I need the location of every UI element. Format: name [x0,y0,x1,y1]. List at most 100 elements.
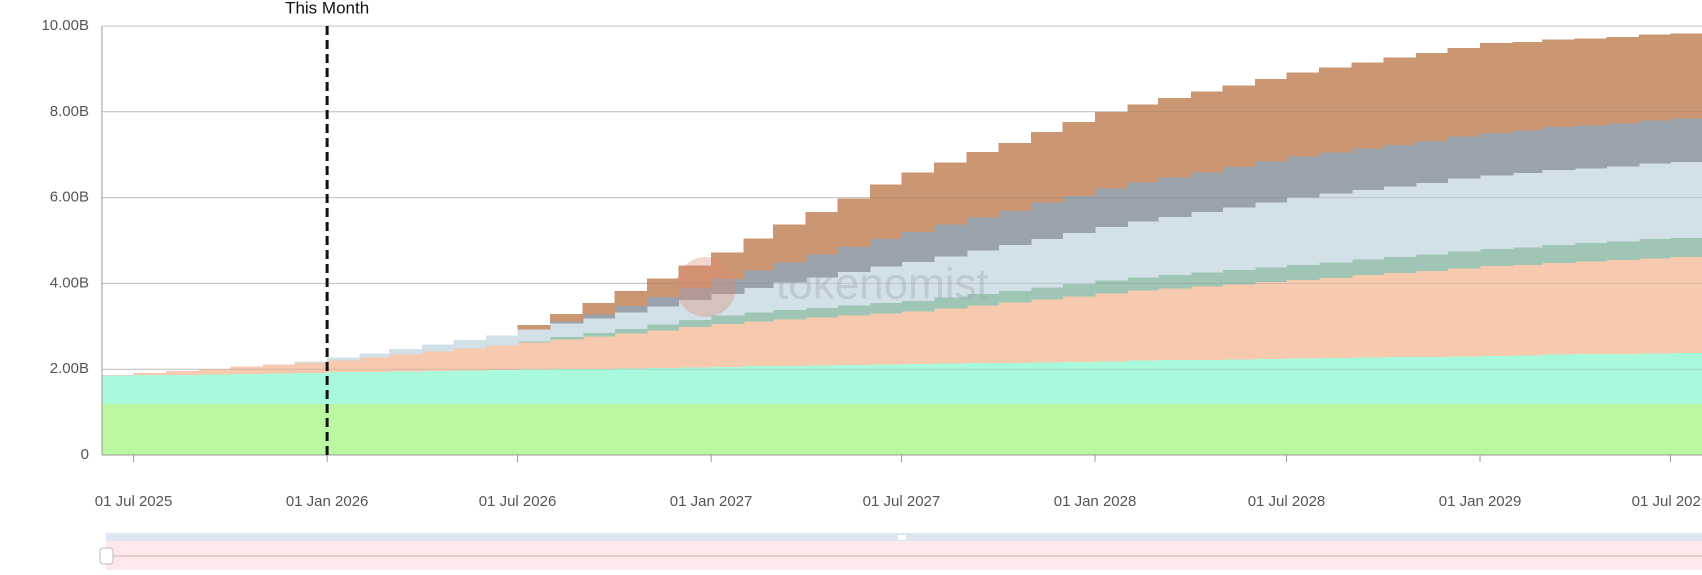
area-step [998,245,1032,292]
area-step [1127,403,1159,455]
area-step [582,318,615,334]
area-step [517,403,551,455]
area-step [327,403,361,455]
area-step [1574,125,1607,169]
area-step [359,357,390,372]
area-step [517,342,551,370]
area-step [1319,403,1353,455]
area-step [102,403,135,455]
area-step [646,278,680,298]
area-step [1254,202,1288,268]
area-step [1319,358,1353,404]
area-step [966,250,999,295]
area-step [327,357,361,361]
area-step [1030,131,1064,203]
area-step [901,300,935,312]
area-step [550,369,584,404]
area-step [1574,354,1607,404]
area-step [1574,403,1607,455]
area-step [678,288,712,301]
area-step [966,217,999,251]
area-step [1383,186,1417,258]
area-step [934,297,968,309]
area-step [901,231,935,262]
area-step [711,403,745,455]
area-step [1383,403,1417,455]
y-tick-label: 4.00B [50,274,89,291]
area-step [262,403,296,455]
area-step [1447,356,1481,404]
area-step [1383,257,1417,274]
area-step [453,340,487,349]
x-tick-label: 01 Jan 2027 [670,493,753,510]
area-step [1480,403,1514,455]
plot-area [102,25,1702,456]
area-step [1638,258,1672,354]
area-step [901,403,935,455]
area-step [1158,288,1192,361]
area-step [517,329,551,342]
area-step [1158,177,1192,217]
area-step [998,143,1032,211]
area-step [1415,140,1449,184]
area-step [966,403,999,455]
area-step [1512,403,1543,455]
area-step [1670,33,1702,119]
area-step [678,319,712,328]
area-step [1480,43,1514,133]
area-step [743,270,774,289]
area-step [1127,277,1159,291]
area-step [646,330,680,368]
area-step [1670,257,1702,353]
area-step [359,371,390,404]
slider-grip[interactable] [898,535,906,540]
area-step [1512,41,1543,131]
area-step [1127,104,1159,183]
area-step [1254,282,1288,359]
zoom-slider[interactable] [99,533,1702,570]
area-step [453,348,487,371]
area-step [1190,286,1223,360]
x-tick-label: 01 Jul 2025 [95,493,173,510]
watermark-logo [676,257,736,317]
area-step [294,403,328,455]
area-step [1158,98,1192,178]
area-step [1254,267,1288,283]
area-step [1062,233,1096,284]
area-step [869,303,903,314]
area-step [230,366,264,374]
area-step [1606,123,1640,167]
area-step [550,313,584,322]
area-step [1254,161,1288,203]
area-step [1670,237,1702,258]
area-step [1447,178,1481,252]
area-step [646,367,680,404]
area-step [805,211,838,255]
area-step [1415,254,1449,271]
area-step [646,306,680,325]
area-step [1351,148,1384,190]
area-step [1670,352,1702,404]
area-step [711,367,745,404]
area-step [1062,122,1096,196]
area-step [166,403,200,455]
area-step [1542,354,1576,404]
area-step [1127,221,1159,278]
area-step [262,364,296,374]
area-step [1095,280,1129,294]
area-step [934,363,968,404]
area-step [1062,296,1096,362]
area-step [678,367,712,404]
area-step [582,333,615,337]
area-step [1095,227,1129,281]
area-step [1190,172,1223,213]
slider-handle[interactable] [99,547,114,565]
area-step [1383,273,1417,358]
this-month-label: This Month [285,0,369,17]
area-step [678,265,712,289]
area-step [1670,118,1702,162]
area-step [743,403,774,455]
area-step [998,403,1032,455]
area-step [869,238,903,267]
